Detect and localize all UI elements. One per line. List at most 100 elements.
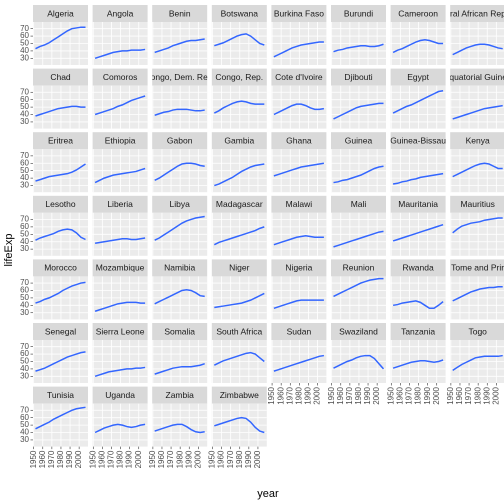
series-line	[333, 102, 384, 120]
series-line	[154, 423, 205, 434]
facet-label: Angola	[107, 8, 134, 18]
facet-label: Mauritania	[398, 199, 438, 209]
x-tick-label: 1960	[395, 386, 404, 404]
x-tick-label: 2000	[74, 450, 83, 468]
strip	[450, 132, 504, 150]
x-tick-label: 1960	[455, 386, 464, 404]
facet-label: Togo	[468, 326, 487, 336]
strip	[390, 5, 446, 22]
x-tick-label: 1980	[235, 450, 244, 468]
x-tick-label: 1950	[208, 450, 217, 468]
strip	[331, 132, 386, 150]
series-line	[35, 228, 86, 241]
x-tick-label: 1950	[446, 386, 455, 404]
facet-label: Madagascar	[216, 199, 263, 209]
y-tick-label: 60	[20, 158, 29, 167]
facet-label: Chad	[50, 72, 71, 82]
y-tick-label: 70	[20, 24, 29, 33]
facet-label: Comoros	[103, 72, 137, 82]
series-line	[214, 33, 265, 47]
x-tick-label: 2000	[432, 386, 441, 404]
strip	[152, 259, 208, 277]
x-tick-label: 1970	[464, 386, 473, 404]
x-tick-label: 1990	[482, 386, 491, 404]
strip	[152, 386, 208, 404]
y-tick-label: 30	[20, 308, 29, 317]
strip	[33, 259, 88, 277]
x-tick-label: 1970	[405, 386, 414, 404]
x-tick-label: 1970	[226, 450, 235, 468]
strip	[271, 259, 327, 277]
facet-label: Rwanda	[403, 263, 434, 273]
facet-label: Reunion	[343, 263, 375, 273]
x-tick-label: 2000	[253, 450, 262, 468]
facet-label: Ethiopia	[105, 135, 136, 145]
series-line	[452, 354, 503, 372]
series-line	[154, 108, 205, 116]
y-tick-label: 30	[20, 244, 29, 253]
y-tick-label: 50	[20, 420, 29, 429]
strip	[450, 323, 504, 340]
strip	[92, 259, 148, 277]
series-line	[392, 223, 444, 242]
strip	[390, 68, 446, 86]
y-tick-label: 70	[20, 215, 29, 224]
series-line	[35, 406, 86, 430]
series-line	[273, 41, 324, 58]
x-tick-label: 1960	[276, 386, 285, 404]
facet-label: Sao Tome and Principe	[434, 263, 504, 273]
strip	[211, 386, 267, 404]
series-line	[35, 105, 86, 117]
y-tick-label: 60	[20, 413, 29, 422]
series-line	[35, 163, 86, 182]
facet-label: Ghana	[286, 135, 312, 145]
series-line	[333, 230, 384, 248]
y-tick-label: 30	[20, 117, 29, 126]
y-tick-label: 30	[20, 371, 29, 380]
facet-label: Uganda	[105, 390, 135, 400]
facet-label: Guinea-Bissau	[390, 135, 446, 145]
series-line	[154, 363, 205, 375]
series-line	[333, 165, 384, 184]
strip	[271, 68, 327, 86]
series-line	[333, 354, 385, 370]
x-tick-label: 1990	[363, 386, 372, 404]
y-tick-label: 40	[20, 364, 29, 373]
facet-label: Burundi	[344, 8, 373, 18]
facet-label: Nigeria	[285, 263, 312, 273]
y-tick-label: 50	[20, 229, 29, 238]
x-tick-label: 1960	[217, 450, 226, 468]
series-line	[273, 162, 325, 177]
x-tick-label: 1950	[88, 450, 97, 468]
series-line	[94, 48, 146, 60]
series-line	[214, 163, 265, 187]
series-line	[35, 26, 86, 50]
series-line	[392, 90, 444, 114]
strip	[331, 259, 386, 277]
x-tick-label: 1990	[244, 450, 253, 468]
x-tick-label: 1980	[116, 450, 125, 468]
facet-label: Sudan	[287, 326, 312, 336]
strip	[271, 323, 327, 340]
series-line	[94, 167, 146, 184]
series-line	[214, 292, 265, 309]
x-tick-label: 1980	[294, 386, 303, 404]
facet-label: Congo, Dem. Rep.	[144, 72, 214, 82]
strip	[33, 195, 88, 213]
strip	[271, 5, 327, 22]
series-line	[214, 416, 265, 434]
facet-label: Zambia	[166, 390, 195, 400]
facet-label: Algeria	[47, 8, 74, 18]
series-line	[392, 39, 444, 54]
x-tick-label: 1980	[175, 450, 184, 468]
series-line	[273, 354, 325, 372]
x-tick-label: 1990	[65, 450, 74, 468]
y-tick-label: 60	[20, 349, 29, 358]
x-tick-label: 1970	[47, 450, 56, 468]
series-line	[154, 215, 205, 241]
series-line	[94, 237, 146, 244]
series-line	[392, 172, 444, 185]
facet-label: Djibouti	[344, 72, 372, 82]
strip	[211, 132, 267, 150]
facet-label: Senegal	[45, 326, 76, 336]
